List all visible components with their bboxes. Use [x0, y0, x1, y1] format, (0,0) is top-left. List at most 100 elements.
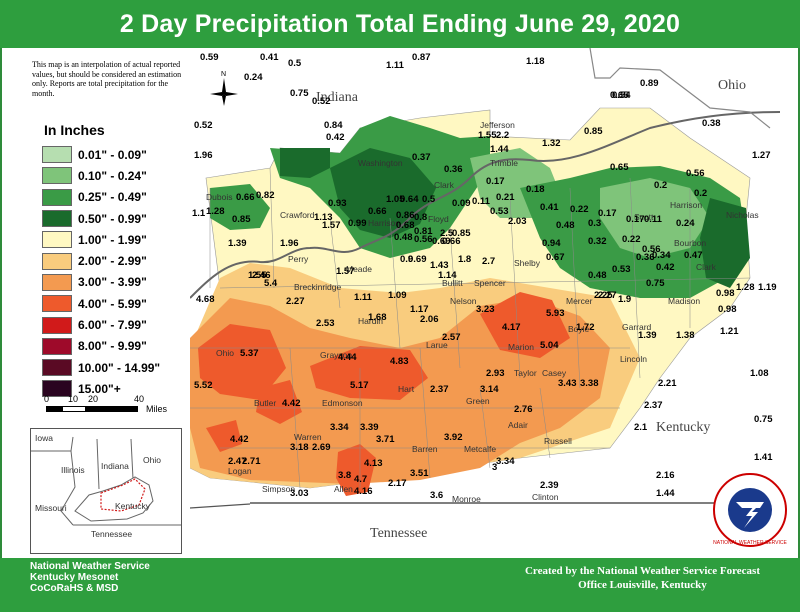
legend-item: 3.00" - 3.99" [42, 272, 160, 293]
scale-tick: 0 [44, 394, 50, 404]
state-label-tennessee: Tennessee [370, 526, 428, 541]
precip-value: 4.42 [282, 398, 301, 409]
precip-value: 1.8 [458, 254, 472, 265]
inset-label: Missouri [35, 503, 67, 513]
precip-value: 2.7 [482, 256, 496, 267]
precip-value: 3.38 [580, 378, 599, 389]
legend-item: 4.00" - 5.99" [42, 293, 160, 314]
precip-value: 3.34 [496, 456, 515, 467]
legend-item: 15.00"+ [42, 378, 160, 399]
precip-value: 0.87 [412, 52, 431, 63]
county-label: Ohio [216, 348, 234, 358]
precip-value: 0.68 [396, 220, 415, 231]
county-label: Mercer [566, 296, 593, 306]
county-label: Monroe [452, 494, 481, 504]
precip-value: 1.57 [336, 266, 355, 277]
precip-value: 0.24 [244, 72, 263, 83]
legend-label: 3.00" - 3.99" [78, 275, 147, 290]
county-label: Bullitt [442, 278, 463, 288]
precip-value: 0.52 [312, 96, 331, 107]
county-label: Hart [398, 384, 415, 394]
scale-bar: 0 10 20 40 Miles [42, 394, 202, 418]
precip-value: 2.25 [594, 290, 613, 301]
precip-value: 0.34 [652, 250, 671, 261]
precip-value: 4.16 [354, 486, 373, 497]
county-label: Simpson [262, 484, 296, 494]
footer-credits: National Weather Service Kentucky Mesone… [30, 561, 150, 594]
precip-value: 2.39 [540, 480, 559, 491]
precip-value: 2.03 [508, 216, 527, 227]
precip-value: 4.44 [338, 352, 357, 363]
legend-item: 8.00" - 9.99" [42, 336, 160, 357]
precip-value: 0.22 [570, 204, 589, 215]
county-label: Floyd [428, 214, 449, 224]
scale-tick: 20 [88, 394, 99, 404]
precip-value: 1.08 [750, 368, 769, 379]
precip-value: 2.93 [486, 368, 505, 379]
county-label: Metcalfe [464, 444, 497, 454]
scale-segment [62, 406, 86, 412]
precip-value: 0.85 [232, 214, 251, 225]
precip-value: 1.55 [478, 130, 497, 141]
scale-unit: Miles [146, 404, 168, 414]
legend-swatch [42, 295, 72, 313]
footer-office: Created by the National Weather Service … [525, 564, 760, 592]
precip-value: 3.18 [290, 442, 309, 453]
precip-value: 3.43 [558, 378, 577, 389]
precip-value: 1.19 [758, 282, 777, 293]
precip-value: 0.98 [716, 288, 735, 299]
precip-value: 1.41 [754, 452, 773, 463]
precip-value: 3.51 [410, 468, 429, 479]
precip-value: 2.57 [442, 332, 461, 343]
county-label: Lincoln [620, 354, 647, 364]
precip-value: 0.53 [612, 264, 631, 275]
precip-value: 0.2 [694, 188, 708, 199]
legend-swatch [42, 316, 72, 334]
legend-swatch [42, 273, 72, 291]
precip-value: 1.17 [410, 304, 429, 315]
precip-value: 0.81 [414, 226, 433, 237]
precip-value: 1.21 [720, 326, 739, 337]
precip-value: 3.92 [444, 432, 463, 443]
county-label: Clark [434, 180, 454, 190]
precip-value: 4.68 [196, 294, 215, 305]
county-label: Scott [634, 212, 654, 222]
precip-value: 1.39 [228, 238, 247, 249]
precip-value: 0.67 [546, 252, 565, 263]
precip-value: 0.48 [588, 270, 607, 281]
precip-value: 2.46 [252, 270, 271, 281]
precip-value: 0.75 [290, 88, 309, 99]
county-label: Larue [426, 340, 448, 350]
precip-value: 3.03 [290, 488, 309, 499]
county-label: Harrison [368, 218, 401, 228]
legend-item: 2.00" - 2.99" [42, 250, 160, 271]
legend-label: 15.00"+ [78, 381, 121, 396]
county-label: Logan [228, 466, 252, 476]
legend-swatch [42, 167, 72, 185]
precip-value: 2.27 [286, 296, 305, 307]
county-label: Allen [334, 484, 353, 494]
scale-tick: 40 [134, 394, 145, 404]
precip-value: 0.85 [452, 228, 471, 239]
precip-value: 1.55 [248, 270, 267, 281]
county-label: Garrard [622, 322, 652, 332]
precip-value: 3 [492, 462, 498, 473]
precip-value: 0.65 [610, 90, 629, 101]
state-label-ohio: Ohio [718, 78, 746, 93]
precip-value: 4.13 [364, 458, 383, 469]
precip-value: 0.2 [654, 180, 668, 191]
precip-value: 3.23 [476, 304, 495, 315]
legend-label: 8.00" - 9.99" [78, 339, 147, 354]
county-label: Butler [254, 398, 277, 408]
precip-value: 0.42 [326, 132, 345, 143]
precip-value: 0.69 [432, 236, 451, 247]
precip-value: 0.93 [328, 198, 347, 209]
precip-value: 0.36 [636, 252, 655, 263]
precip-value: 0.56 [642, 244, 661, 255]
precip-value: 1.38 [676, 330, 695, 341]
precip-value: 2.47 [228, 456, 247, 467]
precip-value: 2.37 [430, 384, 449, 395]
precip-value: 0.94 [542, 238, 561, 249]
scale-segment [86, 406, 138, 412]
nws-logo: NATIONAL WEATHER SERVICE [713, 473, 788, 547]
